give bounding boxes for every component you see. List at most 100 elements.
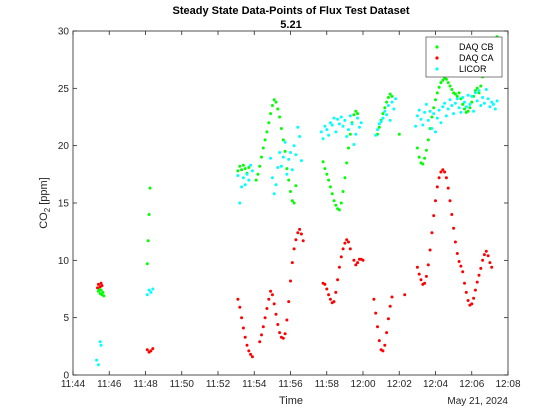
data-point-daq-cb <box>96 289 100 293</box>
data-point-daq-ca <box>276 323 280 326</box>
x-tick-label: 11:52 <box>206 379 231 390</box>
data-point-daq-ca <box>484 249 488 253</box>
x-tick-label: 12:08 <box>495 379 520 390</box>
data-point-daq-ca <box>424 274 428 278</box>
data-point-daq-cb <box>377 125 381 129</box>
data-point-daq-cb <box>354 109 358 113</box>
data-point-licor <box>390 100 394 104</box>
chart-title: Steady State Data-Points of Flux Test Da… <box>173 5 410 17</box>
x-tick-label: 11:58 <box>315 379 340 390</box>
data-point-daq-cb <box>147 213 151 216</box>
data-point-daq-ca <box>249 352 253 356</box>
data-point-daq-ca <box>341 247 345 251</box>
data-point-daq-cb <box>386 96 390 99</box>
data-point-daq-ca <box>151 347 155 351</box>
data-point-licor <box>357 125 361 129</box>
data-point-licor <box>337 122 341 126</box>
data-point-daq-cb <box>385 100 389 104</box>
data-point-daq-cb <box>243 167 247 171</box>
data-point-daq-cb <box>477 91 481 95</box>
legend-marker-licor <box>435 67 439 71</box>
data-point-daq-ca <box>281 336 285 340</box>
data-point-daq-ca <box>298 227 302 231</box>
data-point-daq-cb <box>421 162 425 166</box>
data-point-licor <box>345 135 349 138</box>
data-point-daq-cb <box>330 192 334 196</box>
y-tick-label: 15 <box>58 199 70 210</box>
data-point-daq-cb <box>426 138 430 142</box>
data-point-daq-ca <box>403 293 407 297</box>
data-point-daq-ca <box>388 304 392 308</box>
data-point-licor <box>336 117 340 121</box>
data-point-licor <box>434 130 437 134</box>
data-point-licor <box>328 121 332 125</box>
x-tick-label: 11:44 <box>61 379 86 390</box>
legend-marker-daq-cb <box>435 45 439 49</box>
data-point-daq-ca <box>247 349 251 353</box>
data-point-daq-ca <box>240 316 244 320</box>
data-point-daq-ca <box>434 199 437 203</box>
data-point-daq-cb <box>423 156 427 160</box>
data-point-daq-cb <box>254 178 258 182</box>
data-point-licor <box>151 287 155 291</box>
data-point-daq-cb <box>274 100 278 104</box>
data-point-daq-cb <box>457 91 461 95</box>
data-point-daq-cb <box>470 100 474 104</box>
data-point-licor <box>243 183 247 187</box>
data-points <box>95 35 499 367</box>
data-point-licor <box>289 151 292 154</box>
data-point-daq-cb <box>287 178 291 182</box>
data-point-daq-ca <box>270 293 274 297</box>
data-point-licor <box>423 110 427 114</box>
data-point-daq-cb <box>341 190 345 193</box>
data-point-licor <box>419 117 423 121</box>
data-point-licor <box>394 97 398 101</box>
data-point-licor <box>319 130 323 134</box>
data-point-daq-cb <box>258 164 262 168</box>
data-point-licor <box>439 121 443 125</box>
data-point-licor <box>249 163 253 167</box>
data-point-daq-cb <box>475 86 479 90</box>
data-point-licor <box>294 153 298 157</box>
data-point-licor <box>446 107 450 111</box>
data-point-daq-ca <box>287 300 291 304</box>
data-point-licor <box>99 343 103 347</box>
data-point-daq-ca <box>238 305 242 309</box>
data-point-licor <box>444 114 448 118</box>
data-point-daq-ca <box>100 284 104 288</box>
data-point-daq-cb <box>281 138 285 142</box>
data-point-daq-ca <box>343 241 347 245</box>
data-point-daq-ca <box>441 168 445 172</box>
data-point-daq-cb <box>466 109 470 113</box>
data-point-licor <box>287 157 291 161</box>
data-point-licor <box>377 122 381 126</box>
data-point-daq-cb <box>345 161 349 165</box>
x-tick-label: 11:48 <box>133 379 158 390</box>
data-point-licor <box>481 96 485 99</box>
data-point-daq-ca <box>245 343 249 347</box>
data-point-licor <box>492 102 495 106</box>
data-point-licor <box>272 192 276 196</box>
data-point-daq-cb <box>279 127 283 130</box>
plot-area <box>73 31 508 375</box>
data-point-daq-ca <box>415 265 419 269</box>
data-point-daq-cb <box>263 138 267 142</box>
data-point-daq-cb <box>343 176 347 180</box>
data-point-daq-ca <box>337 265 341 269</box>
data-point-daq-cb <box>327 178 331 182</box>
legend-box <box>425 36 503 78</box>
data-point-licor <box>238 201 242 205</box>
data-point-licor <box>470 94 474 98</box>
data-point-daq-ca <box>444 176 448 180</box>
data-point-daq-ca <box>381 349 385 353</box>
y-axis-label-rest: [ppm] <box>38 177 50 208</box>
data-point-licor <box>383 109 387 113</box>
data-point-licor <box>417 108 421 112</box>
data-point-daq-ca <box>261 325 265 329</box>
chart-subtitle: 5.21 <box>280 19 301 31</box>
data-point-daq-cb <box>328 185 332 189</box>
data-point-daq-ca <box>236 297 240 301</box>
data-point-licor <box>240 185 244 189</box>
data-point-daq-cb <box>265 130 269 134</box>
data-point-daq-cb <box>289 190 292 193</box>
